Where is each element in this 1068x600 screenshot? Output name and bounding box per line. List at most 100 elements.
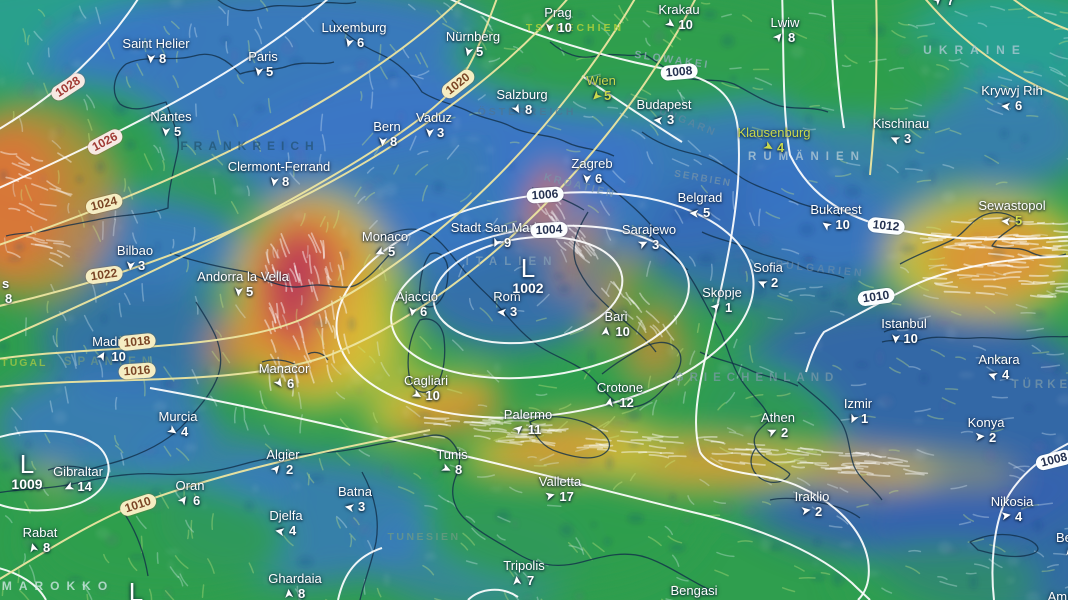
city-label-saint-helier: Saint Helier ➤ 8	[122, 37, 189, 67]
wind-speed-value: 3	[903, 131, 912, 146]
country-label-bulgarien: BULGARIEN	[774, 258, 866, 280]
wind-direction-arrow-icon: ➤	[251, 66, 265, 78]
wind-reading: ➤ 5	[150, 124, 191, 139]
wind-direction-arrow-icon: ➤	[439, 461, 454, 477]
city-name: Vaduz	[416, 110, 452, 125]
city-label-tripolis: Tripolis ➤ 7	[503, 558, 545, 589]
wind-reading: ➤ 8	[228, 174, 331, 189]
wind-reading: ➤ 3	[493, 304, 520, 319]
city-label-skopje: Skopje ➤ 1	[702, 286, 742, 316]
wind-reading: ➤ 10	[810, 217, 861, 232]
wind-speed-value: 5	[173, 124, 182, 139]
wind-speed-value: 1	[724, 300, 733, 315]
wind-speed-value: 8	[524, 102, 533, 117]
city-label-amman: Amman	[1048, 590, 1068, 600]
wind-direction-arrow-icon: ➤	[765, 424, 779, 440]
isobar-label-1020: 1020	[438, 66, 478, 102]
city-name: Bengasi	[670, 583, 718, 598]
wind-speed-value: 12	[619, 395, 634, 410]
isobar-label-1004: 1004	[530, 221, 568, 239]
wind-speed-value: 1	[860, 411, 869, 426]
wind-speed-value: 3	[651, 237, 660, 252]
city-name: Algier	[266, 447, 300, 462]
wind-direction-arrow-icon: ➤	[761, 139, 776, 155]
city-name: Belgrad	[677, 190, 723, 205]
wind-reading: ➤ 8	[23, 540, 58, 555]
city-name: Nikosia	[990, 494, 1034, 509]
city-label-clermont-ferrand: Clermont-Ferrand ➤ 8	[228, 160, 331, 190]
wind-direction-arrow-icon: ➤	[662, 16, 678, 32]
wind-speed-value: 5	[387, 244, 396, 259]
low-pressure-value: 1009	[11, 476, 43, 492]
low-pressure-marker-1002: L 1002	[512, 255, 543, 296]
wind-reading: ➤ 3	[637, 112, 692, 127]
wind-speed-value: 3	[509, 304, 518, 319]
city-name: Tripolis	[503, 558, 545, 573]
city-label-batna: Batna ➤ 3	[338, 485, 372, 515]
wind-reading: ➤ 5	[248, 64, 278, 79]
wind-speed-value: 8	[281, 174, 290, 189]
wind-direction-arrow-icon: ➤	[159, 126, 173, 137]
country-label-tunesien: TUNESIEN	[387, 531, 461, 543]
city-name: Valletta	[538, 474, 582, 489]
city-name: Bilbao	[116, 243, 154, 258]
city-label-ghardaia: Ghardaia ➤ 8	[268, 572, 321, 600]
city-label-ankara: Ankara ➤ 4	[978, 353, 1019, 383]
isobar-label-1008: 1008	[1034, 448, 1068, 472]
wind-reading: ➤ 8	[771, 30, 800, 45]
wind-reading: ➤ 5	[362, 244, 408, 259]
wind-direction-arrow-icon: ➤	[888, 131, 902, 147]
wind-speed-value: 6	[286, 376, 295, 391]
city-name: Salzburg	[496, 87, 548, 102]
wind-reading: ➤ 3	[416, 125, 452, 140]
city-label-palermo: Palermo ➤ 11	[504, 408, 552, 438]
city-name: Klausenburg	[737, 125, 811, 140]
wind-speed-value: 2	[814, 504, 823, 519]
wind-reading: ➤ 2	[761, 425, 795, 440]
city-name: Nantes	[150, 109, 192, 124]
city-name: Konya	[967, 415, 1005, 430]
city-name: Oran	[175, 478, 205, 493]
wind-reading: ➤ 8	[373, 134, 400, 149]
city-name: Andorra la Vella	[197, 269, 289, 284]
wind-direction-arrow-icon: ➤	[282, 588, 296, 599]
city-label-zagreb: Zagreb ➤ 6	[571, 157, 612, 187]
city-label-wien: Wien ➤ 5	[586, 73, 616, 104]
wind-speed-value: 3	[137, 258, 146, 273]
wind-reading: ➤ 8	[496, 102, 547, 117]
isobar-label-1024: 1024	[84, 192, 124, 216]
wind-direction-arrow-icon: ➤	[165, 423, 180, 439]
wind-speed-value: 5	[245, 284, 254, 299]
wind-direction-arrow-icon: ➤	[509, 102, 525, 117]
wind-reading: ➤ 6	[321, 35, 386, 50]
wind-reading: ➤ 3	[873, 131, 929, 146]
wind-speed-value: 10	[557, 20, 572, 35]
city-label-rom: Rom ➤ 3	[493, 289, 521, 320]
city-label-ajaccio: Ajaccio ➤ 6	[396, 290, 438, 320]
wind-reading: ➤ 6	[981, 98, 1042, 113]
wind-direction-arrow-icon: ➤	[708, 299, 724, 315]
city-label-andorra-la-vella: Andorra la Vella ➤ 5	[197, 269, 289, 300]
wind-speed-value: 10	[903, 331, 918, 346]
wind-direction-arrow-icon: ➤	[689, 206, 700, 220]
wind-reading: ➤ 4	[158, 424, 197, 439]
city-name: Wien	[586, 73, 616, 88]
city-name: Cagliari	[403, 373, 449, 388]
wind-reading: ➤ 4	[269, 523, 302, 538]
city-label-klausenburg: Klausenburg ➤ 4	[737, 125, 811, 156]
wind-speed-value: 4	[288, 523, 297, 538]
wind-direction-arrow-icon: ➤	[496, 305, 507, 319]
wind-direction-arrow-icon: ➤	[771, 29, 787, 45]
city-label-oran: Oran ➤ 6	[175, 478, 205, 509]
city-name: Rom	[493, 289, 521, 304]
wind-direction-arrow-icon: ➤	[144, 53, 158, 64]
wind-reading: ➤ 3	[338, 499, 372, 514]
wind-speed-value: 6	[356, 35, 365, 50]
city-label-monaco: Monaco ➤ 5	[362, 230, 408, 260]
city-label-prag: Prag ➤ 10	[543, 6, 572, 36]
city-label-bilbao: Bilbao ➤ 3	[116, 243, 154, 274]
wind-direction-arrow-icon: ➤	[460, 45, 475, 58]
